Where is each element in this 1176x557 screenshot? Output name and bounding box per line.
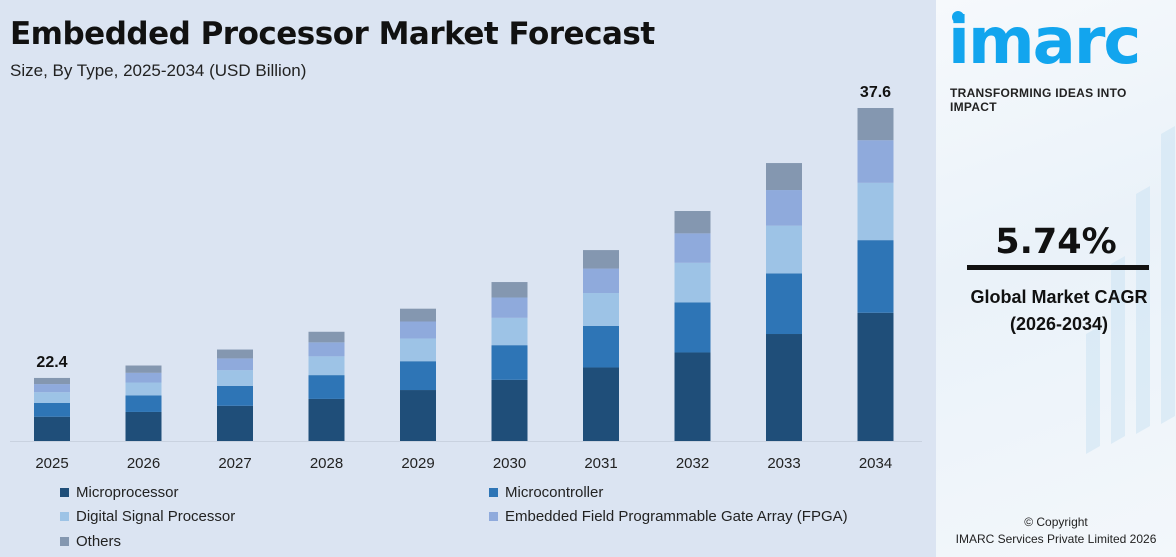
bar-segment-2031-2 — [583, 293, 619, 326]
chart-subtitle: Size, By Type, 2025-2034 (USD Billion) — [10, 61, 307, 80]
cagr-label-text: Global Market CAGR — [970, 287, 1148, 307]
bar-segment-2025-3 — [34, 384, 70, 393]
bar-segment-2028-0 — [308, 398, 345, 441]
legend-label: Microcontroller — [505, 484, 604, 501]
cagr-label: Global Market CAGR (2026-2034) — [936, 284, 1176, 338]
bar-segment-2026-3 — [125, 372, 162, 383]
bar-segment-2026-2 — [125, 382, 162, 396]
bar-segment-2028-2 — [308, 356, 345, 376]
x-tick-label: 2025 — [35, 455, 68, 472]
bar-segment-2033-4 — [766, 163, 802, 191]
data-label: 37.6 — [860, 84, 891, 101]
bar-segment-2033-2 — [766, 225, 802, 274]
cagr-value: 5.74% — [995, 222, 1117, 262]
legend-swatch — [60, 537, 69, 546]
logo-tagline: TRANSFORMING IDEAS INTO IMPACT — [950, 86, 1127, 114]
bar-segment-2030-4 — [491, 282, 528, 298]
legend-label: Embedded Field Programmable Gate Array (… — [505, 508, 848, 525]
x-tick-label: 2032 — [676, 455, 709, 472]
bar-segment-2034-3 — [857, 140, 894, 183]
bar-segment-2030-2 — [491, 317, 528, 346]
bar-segment-2028-1 — [308, 375, 345, 399]
bar-segment-2030-3 — [491, 297, 528, 318]
bar-segment-2026-0 — [125, 411, 162, 441]
chart-panel: Embedded Processor Market Forecast Size,… — [10, 16, 922, 550]
decorative-bar — [1161, 125, 1175, 425]
bar-segment-2034-0 — [857, 312, 894, 441]
bar-segment-2027-2 — [217, 370, 253, 386]
bar-segment-2029-4 — [400, 308, 436, 322]
bar-segment-2027-1 — [217, 385, 253, 406]
chart-title: Embedded Processor Market Forecast — [10, 16, 655, 52]
x-tick-label: 2030 — [493, 455, 526, 472]
bar-segment-2033-1 — [766, 273, 802, 335]
bar-segment-2032-3 — [674, 233, 711, 263]
legend-label: Microprocessor — [76, 484, 179, 501]
legend-label: Others — [76, 533, 122, 550]
bar-segment-2028-4 — [308, 331, 345, 343]
legend-swatch — [60, 488, 69, 497]
legend-item: Microcontroller — [489, 484, 603, 501]
bar-segment-2026-4 — [125, 365, 162, 373]
bar-segment-2029-3 — [400, 321, 436, 339]
decorative-bar — [1086, 325, 1100, 455]
bar-segment-2032-0 — [674, 352, 711, 441]
bar-segment-2025-0 — [34, 416, 70, 441]
bar-segment-2033-0 — [766, 334, 802, 441]
bar-segment-2027-3 — [217, 358, 253, 371]
bar-segment-2025-4 — [34, 377, 70, 385]
bar-segment-2031-3 — [583, 268, 619, 294]
x-tick-label: 2028 — [310, 455, 343, 472]
bar-segment-2028-3 — [308, 342, 345, 357]
legend-swatch — [489, 488, 498, 497]
info-panel: imarc TRANSFORMING IDEAS INTO IMPACT 5.7… — [936, 0, 1176, 557]
bar-segment-2029-2 — [400, 338, 436, 362]
x-tick-label: 2031 — [584, 455, 617, 472]
cagr-divider — [967, 265, 1149, 270]
x-tick-label: 2033 — [767, 455, 800, 472]
legend-swatch — [60, 512, 69, 521]
bar-segment-2030-0 — [491, 379, 528, 441]
stacked-bar-chart: 2025 22.4 2026 2027 2028 2029 2030 2031 2032 2033… — [10, 84, 922, 472]
legend-item: Embedded Field Programmable Gate Array (… — [489, 508, 848, 525]
data-label: 22.4 — [36, 354, 67, 371]
imarc-logo: imarc — [948, 5, 1141, 79]
copyright-line1: © Copyright — [1024, 515, 1088, 529]
bar-segment-2032-4 — [674, 211, 711, 234]
bar-segment-2029-0 — [400, 390, 436, 441]
bar-segment-2025-1 — [34, 403, 70, 417]
bar-segment-2025-2 — [34, 392, 70, 404]
bar-segment-2033-3 — [766, 190, 802, 226]
bar-segment-2027-0 — [217, 405, 253, 441]
bar-segment-2030-1 — [491, 345, 528, 380]
legend-item: Digital Signal Processor — [60, 508, 235, 525]
copyright-line2: IMARC Services Private Limited 2026 — [955, 532, 1157, 546]
x-tick-label: 2034 — [859, 455, 892, 472]
legend-swatch — [489, 512, 498, 521]
x-tick-label: 2027 — [218, 455, 251, 472]
bar-segment-2027-4 — [217, 349, 253, 359]
legend-item: Microprocessor — [60, 484, 179, 501]
bar-segment-2034-4 — [857, 108, 894, 141]
legend-label: Digital Signal Processor — [76, 508, 236, 525]
bar-segment-2032-1 — [674, 302, 711, 353]
bar-segment-2026-1 — [125, 395, 162, 412]
bar-segment-2031-0 — [583, 367, 619, 441]
logo-dot — [952, 11, 964, 23]
bar-segment-2031-1 — [583, 325, 619, 368]
legend-item: Others — [60, 533, 121, 550]
bar-segment-2034-2 — [857, 182, 894, 241]
copyright: © Copyright IMARC Services Private Limit… — [936, 514, 1176, 548]
bar-segment-2029-1 — [400, 361, 436, 391]
bar-segment-2032-2 — [674, 262, 711, 303]
cagr-period: (2026-2034) — [1009, 314, 1109, 334]
x-tick-label: 2029 — [401, 455, 434, 472]
x-tick-label: 2026 — [127, 455, 160, 472]
bar-segment-2034-1 — [857, 240, 894, 313]
bar-segment-2031-4 — [583, 250, 619, 269]
